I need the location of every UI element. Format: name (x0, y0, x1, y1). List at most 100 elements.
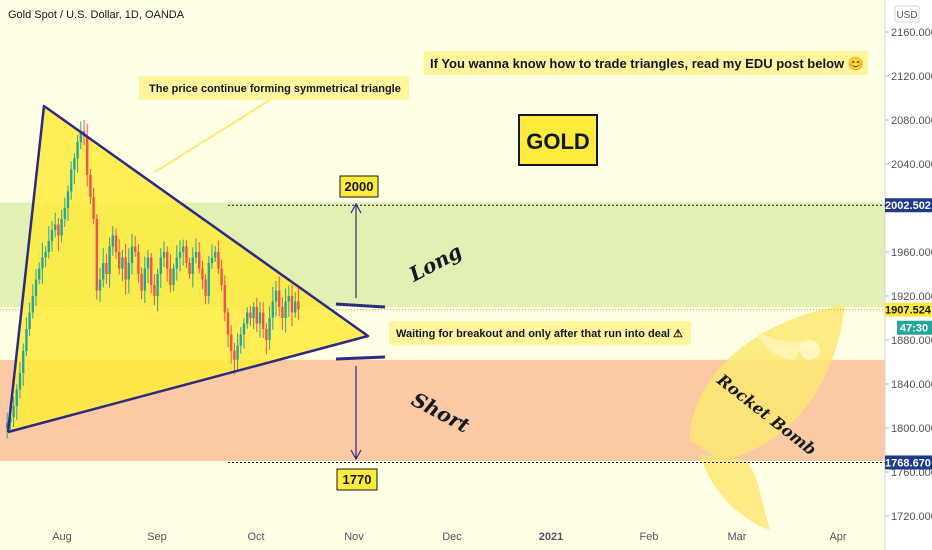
candle-body (98, 279, 102, 291)
candle-body (38, 268, 41, 280)
candle-body (150, 257, 153, 285)
x-tick-label: Aug (52, 531, 72, 543)
candle-body (63, 208, 66, 219)
candle-body (172, 268, 175, 285)
candle-body (44, 252, 47, 258)
candle-body (76, 142, 79, 159)
svg-text:2002.502: 2002.502 (885, 200, 931, 212)
candle-body (201, 268, 204, 280)
candle-body (111, 235, 114, 247)
candle-body (214, 252, 217, 258)
x-tick-label: Sep (147, 531, 167, 543)
candle-body (60, 219, 63, 236)
candle-body (166, 252, 169, 269)
price-tag-lower: 1768.670 (885, 455, 932, 470)
candle-body (118, 252, 121, 269)
candle-body (134, 246, 137, 252)
candle-body (194, 252, 198, 258)
candle-body (265, 329, 268, 340)
candle-body (169, 268, 172, 285)
candle-body (156, 274, 159, 296)
candle-body (249, 312, 252, 318)
currency-label: USD (896, 10, 917, 21)
y-tick-label: 2040.000 (891, 159, 932, 171)
candle-body (25, 329, 28, 351)
candle-body (278, 290, 281, 307)
candle-body (236, 345, 239, 360)
candles (6, 119, 300, 439)
y-tick-label: 1880.000 (891, 335, 932, 347)
breakout-upper-marker (335, 302, 386, 309)
candle-body (159, 257, 162, 274)
x-tick-label: Oct (247, 531, 264, 543)
candle-body (220, 268, 223, 285)
candle-body (233, 351, 236, 360)
candle-body (198, 252, 201, 269)
edu-note-box (424, 51, 868, 75)
candle-body (207, 263, 210, 296)
candle-body (191, 257, 194, 274)
y-tick-label: 1960.000 (891, 247, 932, 259)
candle-body (185, 246, 188, 263)
x-tick-label: Dec (442, 531, 462, 543)
y-tick-label: 2160.000 (891, 27, 932, 39)
candle-body (31, 296, 34, 313)
candle-body (182, 246, 185, 252)
candle-body (204, 279, 207, 296)
candle-body (284, 301, 287, 318)
y-tick-label: 1720.000 (891, 511, 932, 523)
candle-body (79, 131, 82, 142)
candle-body (41, 257, 44, 269)
candle-body (15, 389, 18, 406)
candle-body (6, 422, 9, 428)
candle-body (108, 246, 111, 274)
candle-body (54, 224, 57, 230)
x-tick-label: Nov (344, 531, 364, 543)
candle-body (230, 334, 233, 351)
candle-body (47, 241, 50, 252)
note-pointer (154, 99, 271, 173)
candle-body (217, 252, 220, 269)
candle-body (12, 406, 15, 417)
candle-body (140, 274, 143, 291)
candle-body (153, 285, 156, 296)
candle-body (124, 257, 127, 280)
candle-body (86, 136, 89, 175)
breakout-lower-marker (335, 355, 386, 361)
candle-body (281, 307, 284, 318)
candle-body (246, 312, 249, 324)
candle-body (18, 373, 22, 390)
candle-body (175, 257, 178, 269)
candle-body (73, 158, 76, 170)
candle-body (22, 351, 25, 373)
candle-body (268, 318, 271, 340)
symmetrical-triangle (8, 106, 368, 432)
candle-body (57, 224, 60, 236)
candle-body (290, 296, 294, 313)
candle-body (188, 263, 191, 274)
chart-title: Gold Spot / U.S. Dollar, 1D, OANDA (8, 9, 185, 21)
svg-text:1768.670: 1768.670 (885, 457, 931, 469)
candle-body (28, 312, 31, 329)
x-tick-label: Feb (640, 531, 659, 543)
candle-body (223, 285, 226, 313)
gold-label: GOLD (526, 129, 590, 154)
y-tick-label: 1840.000 (891, 379, 932, 391)
candle-body (146, 257, 150, 269)
x-tick-label: Apr (829, 531, 846, 543)
x-axis: Aug Sep Oct Nov Dec 2021 Feb Mar Apr (52, 531, 847, 543)
target-up-box (339, 175, 379, 198)
x-tick-label: 2021 (539, 531, 563, 543)
candle-body (66, 191, 70, 208)
x-tick-label: Mar (728, 531, 747, 543)
candle-body (210, 257, 214, 263)
candle-body (50, 230, 54, 241)
candle-body (105, 263, 108, 274)
candle-body (262, 312, 265, 329)
candle-body (258, 312, 262, 324)
candle-body (226, 312, 230, 335)
candle-body (274, 290, 278, 302)
candle-body (178, 252, 182, 258)
